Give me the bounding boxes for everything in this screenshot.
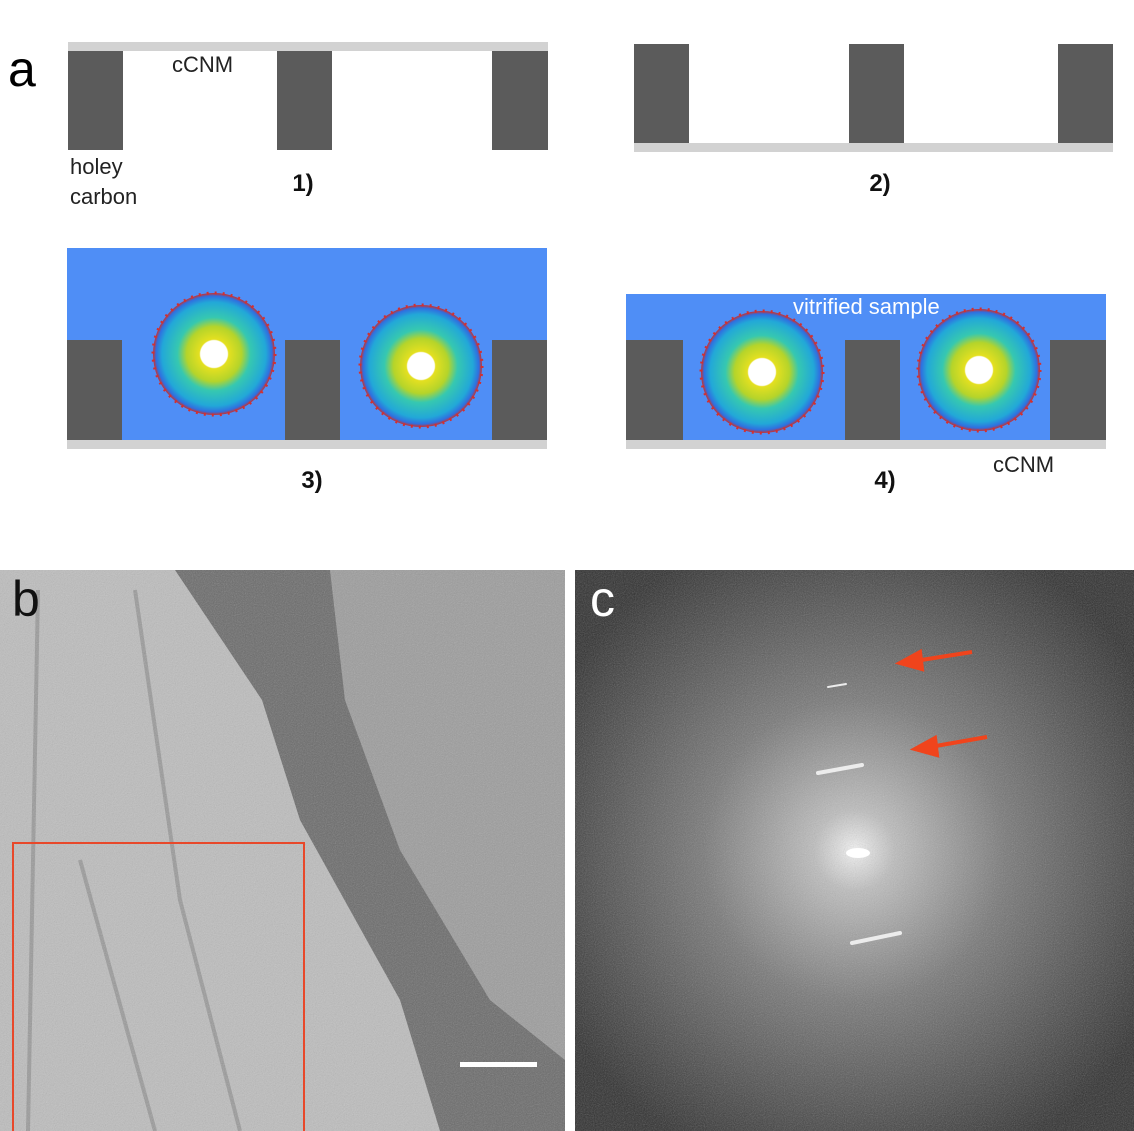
membrane [67,440,547,449]
step-label: 2) [869,170,890,197]
scale-bar [460,1062,537,1067]
panel-b: b [0,570,565,1131]
membrane [68,42,548,51]
center-spot [846,848,870,858]
figure: a cCNM holey carbon 1) 2) vitrified samp… [0,0,1134,1131]
panel-label: c [590,571,615,627]
step-label: 1) [292,170,313,197]
membrane [634,143,1113,152]
panel-c: c [575,570,1134,1131]
annotation: holey [70,154,123,179]
noise [0,570,565,1131]
annotation: vitrified sample [793,294,940,319]
membrane [626,440,1106,449]
annotation: cCNM [993,452,1054,477]
panel-a: a cCNM holey carbon 1) 2) vitrified samp… [8,41,1113,494]
annotation: cCNM [172,52,233,77]
step-label: 3) [301,467,322,494]
step-label: 4) [874,467,895,494]
annotation: carbon [70,184,137,209]
panel-label: b [12,571,40,627]
panel-label: a [8,41,36,97]
